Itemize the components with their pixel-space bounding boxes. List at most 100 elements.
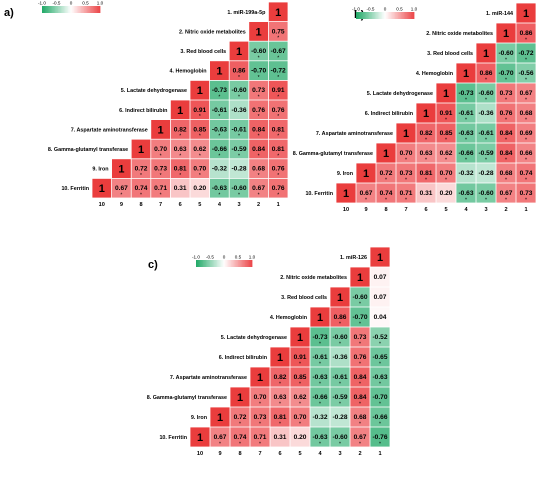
heatmap-cell: [476, 123, 496, 143]
column-tick: 9: [218, 451, 221, 457]
legend-swatch: [374, 12, 377, 19]
panel-label: a): [4, 7, 14, 19]
diagonal-cell: [190, 80, 210, 100]
cell-value: 1: [443, 88, 449, 100]
panel-label: c): [148, 259, 158, 271]
cell-value: 0.67: [252, 185, 265, 192]
significance-star: *: [258, 193, 260, 199]
cell-value: 1: [197, 432, 203, 444]
legend-swatch: [205, 260, 208, 267]
cell-value: -0.73: [312, 334, 327, 341]
cell-value: 0.67: [354, 434, 367, 441]
cell-value: 0.70: [254, 394, 267, 401]
cell-value: 0.62: [193, 146, 206, 153]
heatmap-cell: [370, 407, 390, 427]
heatmap-cell: [170, 120, 190, 139]
significance-star: *: [339, 382, 341, 388]
legend-swatch: [56, 6, 59, 13]
heatmap-cell: [370, 367, 390, 387]
heatmap-cell: [249, 61, 268, 80]
legend-swatch: [233, 260, 236, 267]
legend-swatch: [373, 12, 376, 19]
legend-swatch: [57, 6, 60, 13]
heatmap-cell: [170, 178, 190, 198]
heatmap-cell: [330, 387, 350, 407]
heatmap-cell: [370, 287, 390, 307]
cell-value: 0.71: [400, 190, 413, 197]
significance-star: *: [259, 442, 261, 448]
significance-star: *: [485, 98, 487, 104]
cell-value: -0.66: [312, 394, 327, 401]
row-label: 10. Ferritin: [305, 191, 333, 197]
significance-star: *: [218, 193, 220, 199]
heatmap-cell: [516, 183, 536, 203]
cell-value: -0.60: [231, 87, 246, 94]
diagonal-cell: [190, 427, 210, 447]
significance-star: *: [179, 173, 181, 179]
column-tick: 6: [424, 207, 427, 213]
heatmap-cell: [270, 367, 290, 387]
cell-value: 1: [177, 105, 183, 117]
column-tick: 2: [504, 207, 507, 213]
row-label: 2. Nitric oxide metabolites: [280, 275, 347, 281]
column-tick: 10: [197, 451, 203, 457]
legend-swatch: [411, 12, 413, 19]
significance-star: *: [379, 422, 381, 428]
legend-swatch: [63, 6, 66, 13]
legend-swatch: [215, 260, 218, 267]
legend-swatch: [231, 260, 233, 267]
significance-star: *: [339, 402, 341, 408]
diagonal-cell: [250, 367, 270, 387]
significance-star: *: [485, 158, 487, 164]
heatmap-cell: [268, 80, 288, 100]
legend-swatch: [396, 12, 399, 19]
cell-value: 0.70: [294, 414, 307, 421]
significance-star: *: [277, 36, 279, 42]
legend-swatch: [376, 12, 379, 19]
heatmap-cell: [516, 63, 536, 83]
cell-value: 0.74: [135, 185, 148, 192]
legend-swatch: [400, 12, 403, 19]
legend-swatch: [389, 12, 392, 19]
row-label: 4. Hemoglobin: [416, 71, 453, 77]
row-label: 6. Indirect bilirubin: [119, 108, 167, 114]
legend-swatch: [235, 260, 237, 267]
cell-value: -0.60: [352, 294, 367, 301]
cell-value: 0.73: [354, 334, 367, 341]
legend-swatch: [55, 6, 57, 13]
significance-star: *: [385, 178, 387, 184]
legend-swatch: [243, 260, 246, 267]
significance-star: *: [277, 193, 279, 199]
cell-value: 0.81: [420, 170, 433, 177]
column-tick: 9: [364, 207, 367, 213]
cell-value: 1: [337, 292, 343, 304]
legend-swatch: [208, 260, 211, 267]
legend-swatch: [94, 6, 97, 13]
row-label: 5. Lactate dehydrogenase: [221, 335, 287, 341]
cell-value: -0.61: [231, 126, 246, 133]
diagonal-cell: [416, 103, 436, 123]
cell-value: -0.60: [251, 48, 266, 55]
column-tick: 10: [99, 202, 105, 208]
legend-swatch: [218, 260, 221, 267]
row-label: 9. Iron: [191, 415, 207, 421]
cell-value: -0.60: [478, 90, 493, 97]
cell-value: 0.31: [420, 190, 433, 197]
significance-star: *: [299, 422, 301, 428]
cell-value: 0.07: [374, 274, 387, 281]
legend-swatch: [84, 6, 86, 13]
cell-value: -0.36: [478, 110, 493, 117]
legend-swatch: [245, 260, 247, 267]
legend-swatch: [240, 260, 243, 267]
significance-star: *: [525, 98, 527, 104]
legend-swatch: [204, 260, 207, 267]
significance-star: *: [405, 158, 407, 164]
cell-value: -0.36: [231, 107, 246, 114]
legend-swatch: [222, 260, 225, 267]
heatmap-cell: [350, 327, 370, 347]
cell-value: 1: [423, 108, 429, 120]
significance-star: *: [258, 134, 260, 140]
cell-value: 0.91: [440, 110, 453, 117]
heatmap-cell: [330, 367, 350, 387]
legend-swatch: [62, 6, 65, 13]
